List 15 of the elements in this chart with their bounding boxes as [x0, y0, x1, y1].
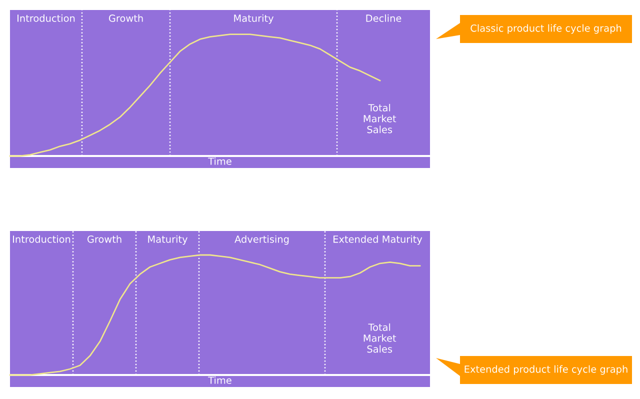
- text: Maturity: [148, 235, 188, 245]
- text: Introduction: [13, 235, 70, 243]
- x-axis-title: Time: [208, 157, 232, 165]
- annotation: Total Market Sales: [364, 104, 396, 134]
- text: Advertising: [234, 235, 289, 245]
- text: Decline: [366, 14, 402, 22]
- x-axis-title: Time: [208, 376, 232, 384]
- text: Extended Maturity: [334, 235, 422, 245]
- text: Extended product life cycle graph: [464, 365, 628, 375]
- annotation: Total Market Sales: [364, 323, 396, 353]
- text: Growth: [87, 235, 122, 243]
- text: Maturity: [234, 14, 274, 24]
- text: Classic product life cycle graph: [470, 24, 622, 34]
- text: Introduction: [18, 14, 75, 22]
- text: Growth: [108, 14, 143, 22]
